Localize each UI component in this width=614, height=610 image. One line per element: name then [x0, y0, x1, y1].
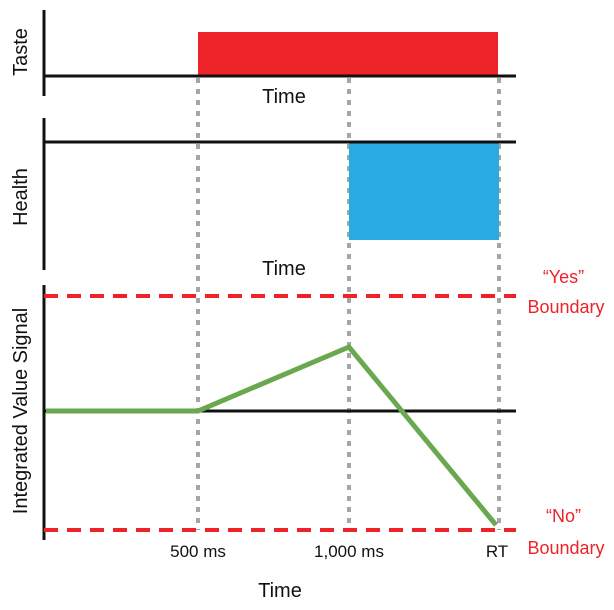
health-bar [349, 142, 499, 240]
signal-trace [46, 343, 498, 527]
no-label-line1: “No” [546, 506, 581, 526]
no-boundary-label: “No” Boundary [527, 506, 604, 558]
tick-1000ms: 1,000 ms [314, 542, 384, 561]
yes-boundary-label: “Yes” Boundary [527, 267, 604, 317]
signal-ylabel: Integrated Value Signal [10, 308, 32, 514]
yes-label-line1: “Yes” [543, 267, 584, 287]
no-label-line2: Boundary [527, 538, 604, 558]
taste-ylabel: Taste [10, 28, 32, 76]
signal-xlabel: Time [258, 580, 302, 602]
taste-bar [198, 32, 498, 76]
health-ylabel: Health [10, 168, 32, 226]
tick-rt: RT [486, 542, 508, 561]
health-xlabel: Time [262, 258, 306, 280]
taste-xlabel: Time [262, 86, 306, 108]
yes-label-line2: Boundary [527, 297, 604, 317]
tick-500ms: 500 ms [170, 542, 226, 561]
